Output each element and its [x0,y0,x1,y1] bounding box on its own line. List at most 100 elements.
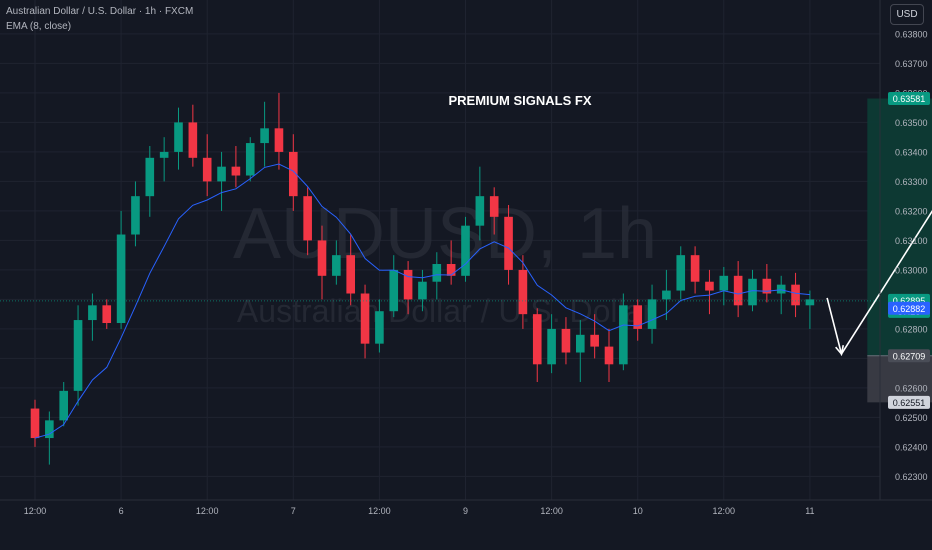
price-tick-label: 0.62400 [895,442,928,452]
price-tick-label: 0.63700 [895,59,928,69]
candle-body [260,128,269,144]
candle-body [776,284,786,294]
price-tick-label: 0.63000 [895,265,928,275]
candle-body [403,269,413,300]
time-tick-label: 12:00 [368,506,391,516]
ema-line [34,163,810,439]
candle-body [245,143,255,176]
candle-body [432,264,442,282]
annotation-text: PREMIUM SIGNALS FX [448,93,591,108]
candle-body [647,299,657,329]
watermark-symbol: AUDUSD, 1h [233,194,657,274]
candle-body [174,122,183,152]
candle-body [389,269,399,312]
candle-body [288,151,298,197]
candle-body [719,275,729,291]
candle-body [375,311,384,344]
watermark-description: Australian Dollar / U.S. Dollar [237,293,653,329]
currency-button[interactable]: USD [890,4,924,25]
candle-body [690,255,700,282]
candle-body [303,196,312,241]
candle-body [619,305,628,365]
candle-body [705,281,714,291]
stop-zone [867,355,932,403]
candle-body [475,196,485,226]
time-tick-label: 6 [119,506,124,516]
candle-body [73,320,83,391]
candle-body [145,157,155,197]
candle-body [547,328,556,365]
candlestick-series [30,92,815,465]
candle-body [217,166,226,182]
candle-body [489,196,499,217]
target-price-tag-text: 0.63581 [893,94,926,104]
entry-price-tag-text: 0.62709 [893,351,926,361]
stop-price-tag-text: 0.62551 [893,398,926,408]
candle-body [131,196,140,235]
candle-body [231,166,241,176]
time-tick-label: 12:00 [196,506,219,516]
candle-body [561,328,571,353]
price-tick-label: 0.62600 [895,383,928,393]
symbol-watermark: AUDUSD, 1h Australian Dollar / U.S. Doll… [233,194,657,329]
candle-body [317,240,327,276]
stop-price-tag-bg [888,395,930,409]
time-axis[interactable]: 12:00 6 12:00 7 12:00 9 12:00 10 12:00 11 [24,506,815,516]
candle-body [202,157,212,182]
price-tick-label: 0.63100 [895,236,928,246]
candle-body [518,269,528,315]
candle-body [116,234,126,324]
candle-body [88,305,97,321]
time-tick-label: 7 [291,506,296,516]
price-tick-label: 0.62300 [895,472,928,482]
price-tick-label: 0.63200 [895,206,928,216]
current-price-text: 0.62895 [893,296,926,306]
candle-body [418,281,427,300]
entry-price-tag-bg [888,349,930,363]
price-tick-label: 0.63500 [895,118,928,128]
candle-body [676,255,686,291]
candle-body [748,278,757,306]
trade-arrow [826,210,932,356]
time-tick-label: 12:00 [713,506,736,516]
candle-body [102,305,112,324]
candle-body [346,255,356,294]
symbol-title[interactable]: Australian Dollar / U.S. Dollar · 1h · F… [6,6,194,17]
candle-body [805,299,815,306]
candle-body [30,408,40,439]
time-tick-label: 12:00 [540,506,563,516]
candle-body [274,128,284,152]
candle-body [188,122,198,158]
ema-price-tag-bg [888,301,930,315]
time-tick-label: 10 [633,506,643,516]
candle-body [45,420,54,439]
candle-body [446,264,456,276]
price-tick-label: 0.62500 [895,413,928,423]
candle-body [332,255,341,276]
candle-body [575,334,585,353]
candle-body [590,334,599,347]
candle-body [762,278,772,294]
candle-body [504,216,513,270]
candle-body [360,293,370,344]
candle-body [633,305,643,329]
indicator-legend[interactable]: EMA (8, close) [6,21,72,32]
candle-body [461,225,470,276]
candle-body [791,284,800,306]
candle-body [662,290,671,300]
time-tick-label: 9 [463,506,468,516]
arrow-head-down [835,345,845,356]
price-tick-label: 0.63300 [895,177,928,187]
time-tick-label: 11 [805,506,814,516]
price-tick-label: 0.63400 [895,147,928,157]
candle-body [159,151,169,158]
candle-body [604,346,614,365]
price-tick-label: 0.63800 [895,29,928,39]
time-tick-label: 12:00 [24,506,47,516]
ema-price-tag-text: 0.62882 [893,304,926,314]
candle-body [733,275,743,306]
candle-body [59,390,69,421]
